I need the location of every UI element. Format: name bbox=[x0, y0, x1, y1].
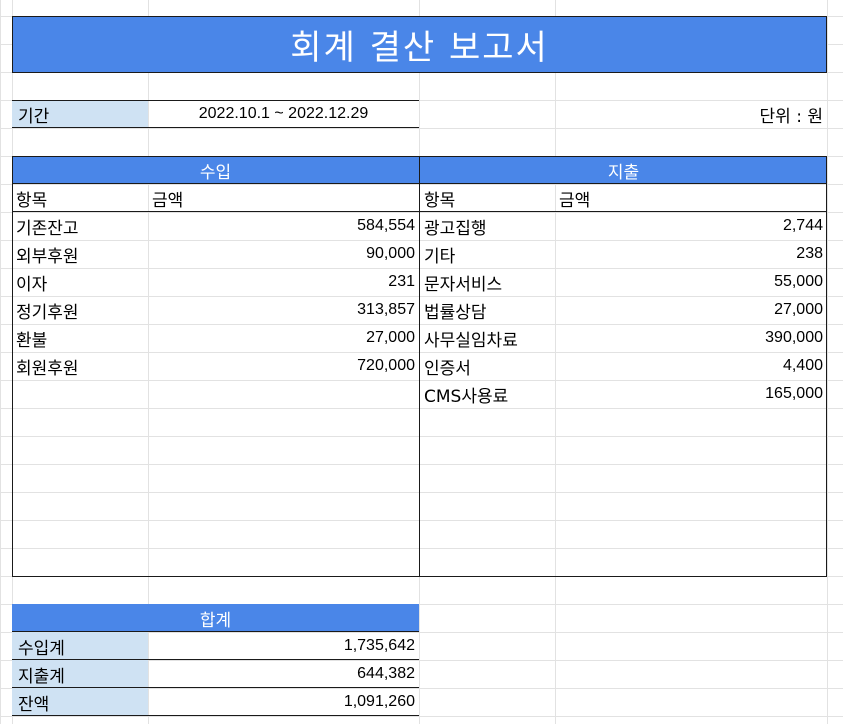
income-item: 기존잔고 bbox=[16, 218, 79, 239]
unit-label: 단위 : 원 bbox=[759, 106, 823, 127]
expense-amount: 55,000 bbox=[774, 273, 823, 290]
income-amount: 313,857 bbox=[357, 301, 415, 318]
report-title: 회계 결산 보고서 bbox=[12, 16, 827, 73]
period-value: 2022.10.1 ~ 2022.12.29 bbox=[198, 105, 369, 122]
income-amount: 90,000 bbox=[366, 245, 415, 262]
expense-item: 법률상담 bbox=[424, 302, 487, 323]
income-header: 수입 bbox=[12, 156, 419, 184]
income-col-amount: 금액 bbox=[152, 190, 184, 211]
income-item: 회원후원 bbox=[16, 358, 79, 379]
income-col-item: 항목 bbox=[16, 190, 48, 211]
expense-item: CMS사용료 bbox=[424, 386, 509, 407]
income-item: 정기후원 bbox=[16, 302, 79, 323]
summary-label-balance: 잔액 bbox=[12, 688, 148, 716]
summary-amount-balance: 1,091,260 bbox=[343, 693, 415, 710]
expense-col-item: 항목 bbox=[424, 190, 456, 211]
summary-label-expense: 지출계 bbox=[12, 660, 148, 688]
expense-item: 사무실임차료 bbox=[424, 330, 518, 351]
income-item: 외부후원 bbox=[16, 246, 79, 267]
income-amount: 584,554 bbox=[357, 217, 415, 234]
period-label: 기간 bbox=[12, 100, 148, 128]
expense-amount: 2,744 bbox=[782, 217, 823, 234]
expense-item: 기타 bbox=[424, 246, 456, 267]
expense-amount: 238 bbox=[796, 245, 823, 262]
expense-item: 인증서 bbox=[424, 358, 471, 379]
summary-amount-expense: 644,382 bbox=[357, 665, 415, 682]
income-item: 환불 bbox=[16, 330, 48, 351]
expense-amount: 4,400 bbox=[782, 357, 823, 374]
expense-amount: 165,000 bbox=[765, 385, 823, 402]
expense-item: 광고집행 bbox=[424, 218, 487, 239]
summary-label-income: 수입계 bbox=[12, 632, 148, 660]
income-item: 이자 bbox=[16, 274, 48, 295]
summary-header: 합계 bbox=[12, 604, 419, 632]
expense-amount: 27,000 bbox=[774, 301, 823, 318]
summary-amount-income: 1,735,642 bbox=[343, 637, 415, 654]
expense-header: 지출 bbox=[420, 156, 827, 184]
expense-item: 문자서비스 bbox=[424, 274, 503, 295]
income-amount: 27,000 bbox=[366, 329, 415, 346]
expense-col-amount: 금액 bbox=[559, 190, 591, 211]
expense-amount: 390,000 bbox=[765, 329, 823, 346]
income-amount: 720,000 bbox=[357, 357, 415, 374]
income-amount: 231 bbox=[388, 273, 415, 290]
